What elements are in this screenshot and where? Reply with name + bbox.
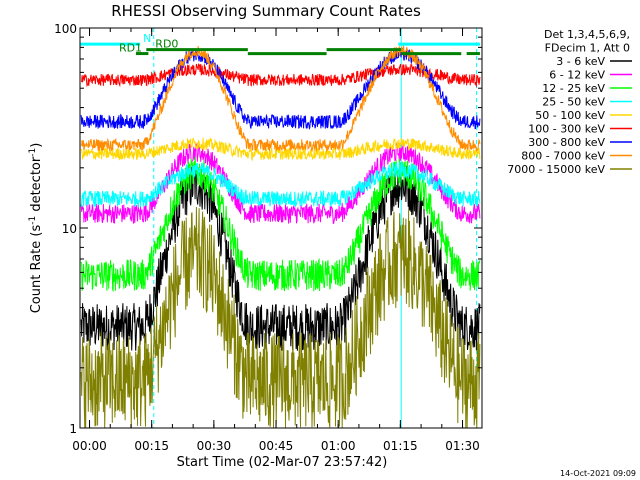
flags-layer: N RD0 RD1 [80, 32, 480, 56]
legend-label: 25 - 50 keV [542, 96, 605, 109]
legend-label: 6 - 12 keV [549, 69, 605, 82]
legend-label: 3 - 6 keV [556, 55, 605, 68]
series-line [80, 136, 481, 162]
x-tick-label: 01:00 [321, 439, 356, 453]
x-axis-label: Start Time (02-Mar-07 23:57:42) [177, 455, 388, 470]
chart-title: RHESSI Observing Summary Count Rates [111, 2, 421, 20]
series-line [81, 62, 481, 88]
x-tick-label: 00:00 [72, 439, 107, 453]
series-layer [80, 44, 481, 429]
series-line [80, 44, 481, 153]
legend-label: 7000 - 15000 keV [507, 163, 605, 176]
x-tick-label: 00:30 [197, 439, 232, 453]
legend-header: FDecim 1, Att 0 [545, 42, 630, 55]
legend-header: Det 1,3,4,5,6,9, [544, 28, 630, 41]
x-tick-label: 00:45 [259, 439, 294, 453]
legend-label: 300 - 800 keV [528, 136, 605, 149]
y-axis-label: Count Rate (s-1 detector-1) [28, 143, 44, 314]
y-tick-label: 100 [54, 22, 77, 36]
y-tick-label: 1 [69, 422, 77, 436]
legend-label: 800 - 7000 keV [521, 150, 605, 163]
y-tick-label: 10 [62, 222, 77, 236]
series-line [80, 47, 481, 130]
flag-label: RD0 [155, 38, 178, 51]
flag-label: N [143, 32, 151, 45]
series-line [80, 165, 481, 351]
legend-label: 50 - 100 keV [535, 109, 605, 122]
legend-label: 12 - 25 keV [542, 82, 605, 95]
axes: 1 10 100 00:00 00:15 00:30 00:45 01:00 01:15 01:3… [54, 22, 483, 453]
legend: Det 1,3,4,5,6,9,FDecim 1, Att 03 - 6 keV… [507, 28, 632, 176]
x-tick-label: 01:30 [445, 439, 480, 453]
generation-timestamp: 14-Oct-2021 09:09 [560, 469, 636, 478]
series-line [80, 206, 481, 429]
x-tick-label: 01:15 [383, 439, 418, 453]
flag-label: RD1 [119, 42, 142, 55]
series-line [80, 161, 481, 208]
x-tick-label: 00:15 [134, 439, 169, 453]
legend-label: 100 - 300 keV [528, 123, 605, 136]
